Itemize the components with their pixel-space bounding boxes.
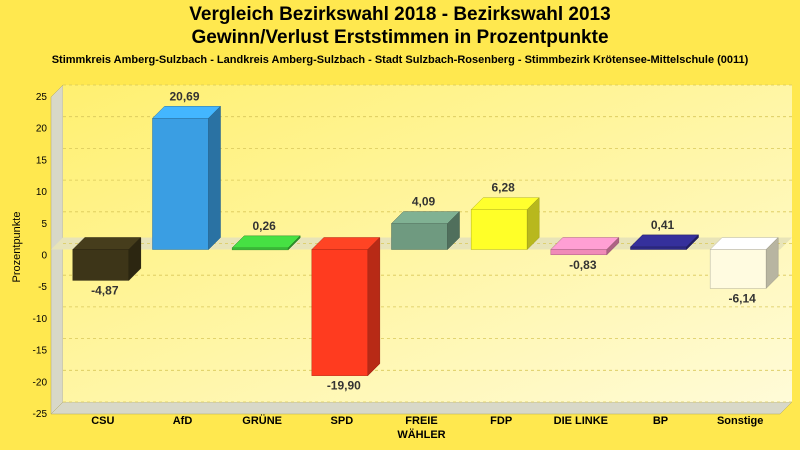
plot-floor xyxy=(50,401,793,415)
bar-front xyxy=(152,118,209,250)
chart-subtitle: Stimmkreis Amberg-Sulzbach - Landkreis A… xyxy=(51,54,749,66)
x-tick-label: CSU xyxy=(91,415,114,427)
bar-side xyxy=(686,234,699,251)
bar-front xyxy=(231,247,289,251)
y-tick-label: 5 xyxy=(41,219,47,230)
x-tick-label: SPD xyxy=(331,415,354,427)
bar xyxy=(390,210,461,251)
chart-title-line2: Gewinn/Verlust Erststimmen in Prozentpun… xyxy=(191,27,609,48)
bar xyxy=(311,236,381,377)
x-tick-label: DIE LINKE xyxy=(554,415,608,427)
y-tick-label: 0 xyxy=(41,251,47,262)
bar-front xyxy=(391,223,448,250)
x-tick-label: Sonstige xyxy=(717,415,763,427)
bar xyxy=(470,197,540,251)
bar-side xyxy=(526,197,540,251)
bar-front xyxy=(550,249,608,256)
bar-side xyxy=(367,236,381,377)
x-tick-label: GRÜNE xyxy=(242,414,282,427)
bar-side xyxy=(447,210,460,251)
bar-front xyxy=(72,249,130,281)
y-tick-label: 15 xyxy=(36,155,48,166)
bar xyxy=(629,234,700,251)
value-label: 20,69 xyxy=(169,89,199,103)
y-axis-label: Prozentpunkte xyxy=(11,212,23,283)
bar-side xyxy=(128,236,142,281)
x-tick-label: FDP xyxy=(490,415,512,427)
bar-side xyxy=(208,105,221,251)
y-tick-label: -10 xyxy=(33,314,48,325)
bar-side xyxy=(287,235,301,251)
bar-side xyxy=(606,236,620,256)
y-tick-label: -20 xyxy=(33,377,48,388)
bar xyxy=(709,236,779,290)
y-tick-label: -5 xyxy=(38,282,47,293)
value-label: 6,28 xyxy=(491,181,515,195)
bar-front xyxy=(630,246,687,250)
value-label: -0,83 xyxy=(569,258,597,272)
x-tick-label: AfD xyxy=(173,415,193,427)
bar xyxy=(550,236,620,256)
bar-side xyxy=(765,236,779,290)
value-label: 0,26 xyxy=(252,219,276,233)
value-label: -6,14 xyxy=(728,291,756,305)
y-tick-label: 20 xyxy=(36,124,48,135)
value-label: 4,09 xyxy=(412,195,436,209)
bar xyxy=(72,236,142,281)
bar-front xyxy=(470,209,528,250)
bar-front xyxy=(311,249,369,376)
y-tick-label: -15 xyxy=(33,346,48,357)
y-tick-label: 25 xyxy=(36,92,48,103)
bar-front xyxy=(709,249,767,289)
chart-title: Vergleich Bezirkswahl 2018 - Bezirkswahl… xyxy=(189,4,611,25)
x-tick-label: BP xyxy=(653,415,668,427)
value-label: 0,41 xyxy=(651,218,675,232)
value-label: -4,87 xyxy=(91,283,119,297)
x-tick-label: FREIE WÄHLER xyxy=(397,415,445,441)
value-label: -19,90 xyxy=(327,379,361,393)
y-tick-label: 10 xyxy=(36,187,48,198)
y-tick-label: -25 xyxy=(33,409,48,420)
bar xyxy=(231,235,301,251)
bar xyxy=(151,105,222,251)
